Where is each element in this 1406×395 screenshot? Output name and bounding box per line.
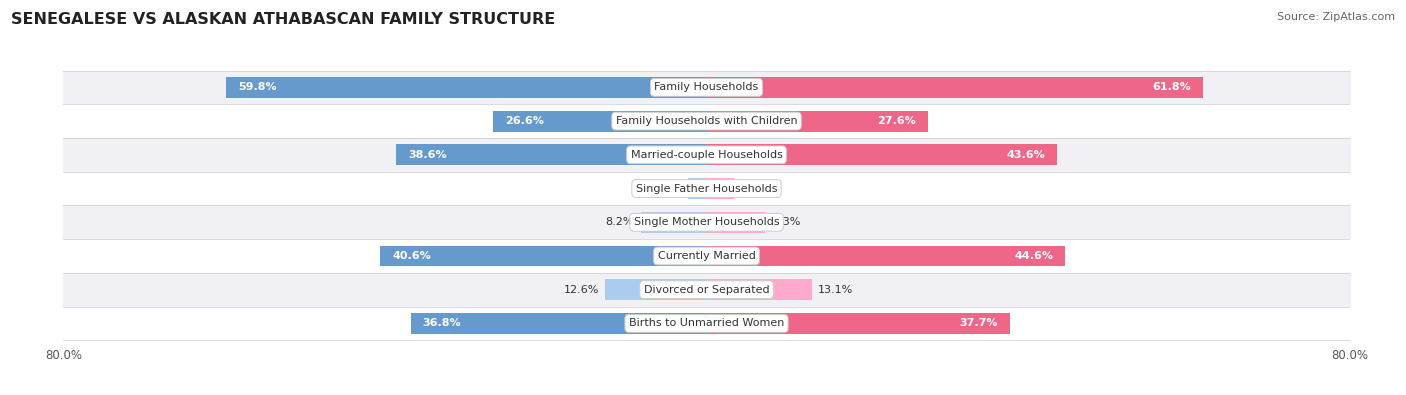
Bar [63, 239, 1350, 273]
Bar [707, 178, 734, 199]
Text: Source: ZipAtlas.com: Source: ZipAtlas.com [1277, 12, 1395, 22]
Bar [492, 111, 707, 132]
Bar [707, 77, 1204, 98]
Text: Divorced or Separated: Divorced or Separated [644, 285, 769, 295]
Text: 26.6%: 26.6% [505, 116, 544, 126]
Bar [411, 313, 707, 334]
Bar [641, 212, 707, 233]
Text: 27.6%: 27.6% [877, 116, 917, 126]
Text: 12.6%: 12.6% [564, 285, 599, 295]
Bar [707, 144, 1057, 165]
Text: Births to Unmarried Women: Births to Unmarried Women [628, 318, 785, 328]
Legend: Senegalese, Alaskan Athabascan: Senegalese, Alaskan Athabascan [567, 392, 846, 395]
Text: Currently Married: Currently Married [658, 251, 755, 261]
Text: 40.6%: 40.6% [392, 251, 430, 261]
Bar [688, 178, 707, 199]
Text: 38.6%: 38.6% [408, 150, 447, 160]
Bar [380, 246, 707, 267]
Text: 7.3%: 7.3% [772, 217, 800, 227]
Text: SENEGALESE VS ALASKAN ATHABASCAN FAMILY STRUCTURE: SENEGALESE VS ALASKAN ATHABASCAN FAMILY … [11, 12, 555, 27]
Text: Family Households with Children: Family Households with Children [616, 116, 797, 126]
Text: 8.2%: 8.2% [606, 217, 634, 227]
Bar [63, 138, 1350, 172]
Text: Married-couple Households: Married-couple Households [630, 150, 783, 160]
Bar [707, 212, 765, 233]
Text: 37.7%: 37.7% [959, 318, 998, 328]
Bar [63, 205, 1350, 239]
Text: 44.6%: 44.6% [1014, 251, 1053, 261]
Bar [605, 279, 707, 300]
Bar [63, 273, 1350, 307]
Bar [226, 77, 707, 98]
Bar [63, 172, 1350, 205]
Bar [707, 111, 928, 132]
Text: 43.6%: 43.6% [1007, 150, 1045, 160]
Bar [63, 71, 1350, 104]
Text: 3.4%: 3.4% [741, 184, 769, 194]
Text: Family Households: Family Households [654, 83, 759, 92]
Bar [63, 307, 1350, 340]
Bar [396, 144, 707, 165]
Text: Single Mother Households: Single Mother Households [634, 217, 779, 227]
Text: 59.8%: 59.8% [238, 83, 277, 92]
Text: 2.3%: 2.3% [654, 184, 682, 194]
Text: 61.8%: 61.8% [1153, 83, 1191, 92]
Bar [707, 279, 811, 300]
Text: 13.1%: 13.1% [818, 285, 853, 295]
Text: 36.8%: 36.8% [423, 318, 461, 328]
Text: Single Father Households: Single Father Households [636, 184, 778, 194]
Bar [707, 313, 1010, 334]
Bar [707, 246, 1066, 267]
Bar [63, 104, 1350, 138]
